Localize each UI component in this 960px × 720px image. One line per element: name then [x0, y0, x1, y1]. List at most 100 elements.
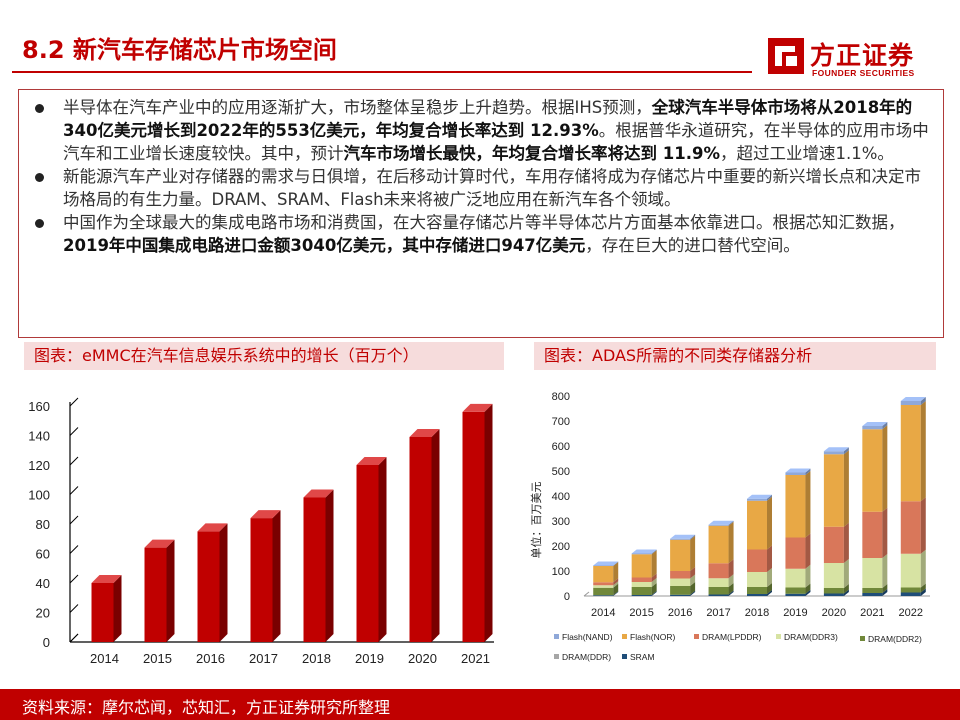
bar-segment-side [843, 559, 849, 588]
y-axis-label: 单位：百万美元 [529, 482, 543, 559]
source-note: 资料来源：摩尔芯闻，芯知汇，方正证券研究所整理 [22, 698, 391, 717]
y-tick-mark [69, 456, 79, 466]
bar-segment-side [767, 545, 772, 572]
bar-top [197, 523, 228, 532]
bar-segment-side [805, 564, 811, 588]
bar-top [785, 468, 811, 473]
legend-swatch [622, 654, 627, 659]
bar-segment-side [843, 450, 849, 527]
bar-segment [900, 501, 921, 554]
bar-segment [900, 405, 921, 502]
bar-segment-side [690, 534, 696, 540]
bullet-text: 。根据普华永道研究，在半导体的应用市场中汽车和工业增长速度较快。其中，预计 [63, 121, 929, 163]
x-tick-label: 2014 [90, 651, 119, 666]
y-tick-label: 700 [552, 416, 570, 428]
bar-top [631, 549, 657, 554]
bar-segment [785, 593, 806, 596]
bar-segment-side [728, 520, 734, 526]
bullet-text: 半导体在汽车产业中的应用逐渐扩大，市场整体呈稳步上升趋势。根据IHS预测， [63, 98, 652, 117]
bar [356, 465, 379, 642]
bar-segment-side [805, 589, 811, 596]
axis-depth-line [583, 591, 590, 597]
bar-segment [708, 563, 729, 579]
y-tick-mark [69, 427, 79, 436]
bar-segment [747, 500, 767, 550]
x-tick-label: 2021 [860, 607, 884, 619]
bullet-item: 中国作为全球最大的集成电路市场和消费国，在大容量存储芯片等半导体芯片方面基本依靠… [29, 211, 933, 257]
x-tick-label: 2016 [196, 651, 225, 666]
bar-segment-side [767, 590, 772, 596]
bar-segment [900, 553, 921, 588]
y-tick-label: 140 [28, 429, 50, 444]
bar-segment-side [920, 588, 926, 596]
bar-segment [593, 585, 614, 588]
bullet-text-emphasis: 汽车市场增长最快，年均复合增长率将达到 11.9% [343, 144, 721, 163]
bullet-item: 半导体在汽车产业中的应用逐渐扩大，市场整体呈稳步上升趋势。根据IHS预测，全球汽… [29, 96, 933, 165]
bar-segment [747, 594, 767, 596]
bar-segment [593, 582, 614, 586]
bar-segment [823, 454, 844, 527]
bar-segment [670, 571, 691, 579]
bar [91, 583, 114, 642]
bar-segment [708, 578, 729, 587]
bar-top [409, 428, 440, 437]
bar-segment [823, 563, 844, 588]
bar-segment [631, 587, 652, 595]
bar-segment-side [805, 583, 811, 594]
bar-segment-side [767, 568, 772, 587]
y-tick-label: 300 [552, 516, 570, 528]
x-tick-label: 2020 [408, 651, 437, 666]
y-tick-label: 100 [28, 488, 50, 503]
bar-segment-side [728, 574, 734, 587]
bar-segment-side [805, 533, 811, 569]
bar-top [670, 534, 696, 539]
x-tick-label: 2017 [706, 607, 730, 619]
bar-segment [747, 587, 767, 594]
bar-segment [631, 553, 652, 555]
bullet-text: 新能源汽车产业对存储器的需求与日俱增，在后移动计算时代，车用存储将成为存储芯片中… [63, 167, 921, 209]
bar-segment-side [805, 471, 811, 538]
bar-segment-side [843, 522, 849, 563]
bar-segment-side [613, 581, 619, 588]
x-tick-label: 2018 [745, 607, 769, 619]
bar-segment [862, 426, 883, 430]
legend-swatch [694, 634, 699, 639]
bar-top [356, 457, 387, 465]
bar-segment-side [882, 584, 888, 593]
bullet-dot-icon [35, 104, 44, 113]
bar-side [484, 403, 493, 642]
bar-segment-side [843, 584, 849, 594]
x-tick-label: 2016 [668, 607, 692, 619]
y-tick-label: 100 [552, 566, 570, 578]
y-tick-label: 40 [36, 576, 50, 591]
bar-segment-side [690, 574, 696, 586]
bar-segment-side [882, 422, 888, 430]
legend-label: DRAM(DDR) [562, 652, 611, 662]
y-tick-label: 60 [36, 547, 50, 562]
y-tick-label: 20 [36, 606, 50, 621]
bar-side [219, 523, 228, 642]
bar-segment [862, 593, 883, 596]
legend-label: DRAM(DDR2) [868, 634, 922, 644]
bar-segment-side [882, 425, 888, 512]
bar-segment [631, 554, 652, 578]
bar [250, 518, 273, 642]
legend-label: DRAM(LPDDR) [702, 632, 762, 642]
bar-segment [593, 587, 614, 596]
bar-segment-side [651, 573, 657, 582]
bar-segment-side [613, 578, 619, 586]
bar-segment [862, 558, 883, 588]
bar-segment-side [651, 549, 657, 555]
bullet-dot-icon [35, 173, 44, 182]
brand-name-cn: 方正证券 [810, 41, 915, 70]
bar-segment [823, 526, 844, 563]
bar [462, 411, 485, 642]
bar-segment-side [690, 567, 696, 579]
bar-segment-side [767, 496, 772, 550]
bar-segment [785, 587, 806, 594]
bar-segment-side [690, 582, 696, 595]
bar-segment [670, 594, 691, 596]
bar-segment [862, 588, 883, 593]
x-tick-label: 2022 [899, 607, 923, 619]
y-tick-mark [69, 515, 79, 525]
